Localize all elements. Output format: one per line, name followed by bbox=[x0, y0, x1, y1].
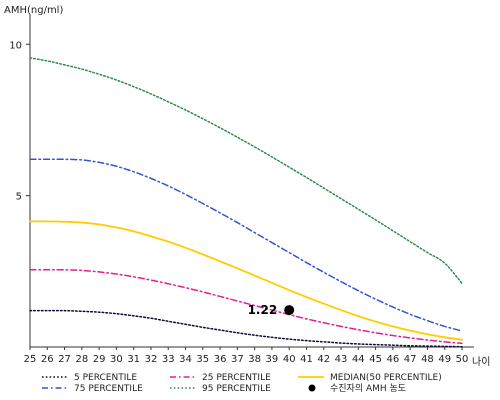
x-tick-label: 36 bbox=[214, 354, 227, 365]
y-axis-label: AMH(ng/ml) bbox=[4, 5, 63, 16]
x-tick-label: 43 bbox=[335, 354, 348, 365]
series-line-4 bbox=[29, 57, 463, 285]
marker-group: 1.22 bbox=[248, 303, 295, 317]
x-tick-label: 29 bbox=[93, 354, 106, 365]
x-tick-label: 33 bbox=[162, 354, 175, 365]
x-tick-label: 28 bbox=[75, 354, 88, 365]
x-tick-label: 31 bbox=[127, 354, 140, 365]
x-tick-label: 34 bbox=[179, 354, 192, 365]
patient-amh-value-label: 1.22 bbox=[248, 303, 278, 317]
x-tick-label: 39 bbox=[266, 354, 279, 365]
x-tick-label: 42 bbox=[317, 354, 330, 365]
x-tick-label: 44 bbox=[352, 354, 365, 365]
x-tick-label: 35 bbox=[196, 354, 209, 365]
x-tick-label: 27 bbox=[58, 354, 71, 365]
x-tick-label: 30 bbox=[110, 354, 123, 365]
y-tick-label: 5 bbox=[16, 192, 22, 203]
y-ticks: 5 10 bbox=[9, 40, 30, 203]
series-line-2 bbox=[29, 220, 463, 341]
x-tick-label: 50 bbox=[456, 354, 469, 365]
x-tick-label: 40 bbox=[283, 354, 296, 365]
x-tick-label: 48 bbox=[421, 354, 434, 365]
x-ticks: 25 26 27 28 29 30 31 32 33 34 35 36 37 38 39 40 41 42 43 44… bbox=[24, 347, 469, 365]
patient-amh-point bbox=[284, 305, 295, 316]
legend-label-3: 75 PERCENTILE bbox=[74, 384, 143, 394]
y-tick-label: 10 bbox=[9, 40, 22, 51]
x-tick-label: 25 bbox=[24, 354, 37, 365]
x-tick-label: 45 bbox=[369, 354, 382, 365]
legend-label-0: 5 PERCENTILE bbox=[74, 373, 137, 383]
legend-marker-swatch bbox=[308, 384, 316, 392]
x-tick-label: 46 bbox=[387, 354, 400, 365]
series-line-1 bbox=[29, 269, 463, 345]
x-tick-label: 41 bbox=[300, 354, 313, 365]
x-tick-label: 38 bbox=[248, 354, 261, 365]
x-tick-label: 32 bbox=[145, 354, 158, 365]
legend-label-2: MEDIAN(50 PERCENTILE) bbox=[330, 373, 442, 383]
series-line-3 bbox=[29, 158, 463, 332]
legend: 5 PERCENTILE 25 PERCENTILE MEDIAN(50 PERCE… bbox=[42, 373, 442, 394]
series-line-0 bbox=[29, 309, 463, 348]
x-tick-label: 49 bbox=[438, 354, 451, 365]
x-axis-label: 나이 bbox=[472, 356, 490, 368]
legend-label-1: 25 PERCENTILE bbox=[202, 373, 271, 383]
x-tick-label: 37 bbox=[231, 354, 244, 365]
x-tick-label: 26 bbox=[41, 354, 54, 365]
x-tick-label: 47 bbox=[404, 354, 417, 365]
legend-marker-label: 수진자의 AMH 농도 bbox=[330, 383, 406, 394]
series-lines bbox=[29, 57, 463, 348]
legend-label-4: 95 PERCENTILE bbox=[202, 384, 271, 394]
